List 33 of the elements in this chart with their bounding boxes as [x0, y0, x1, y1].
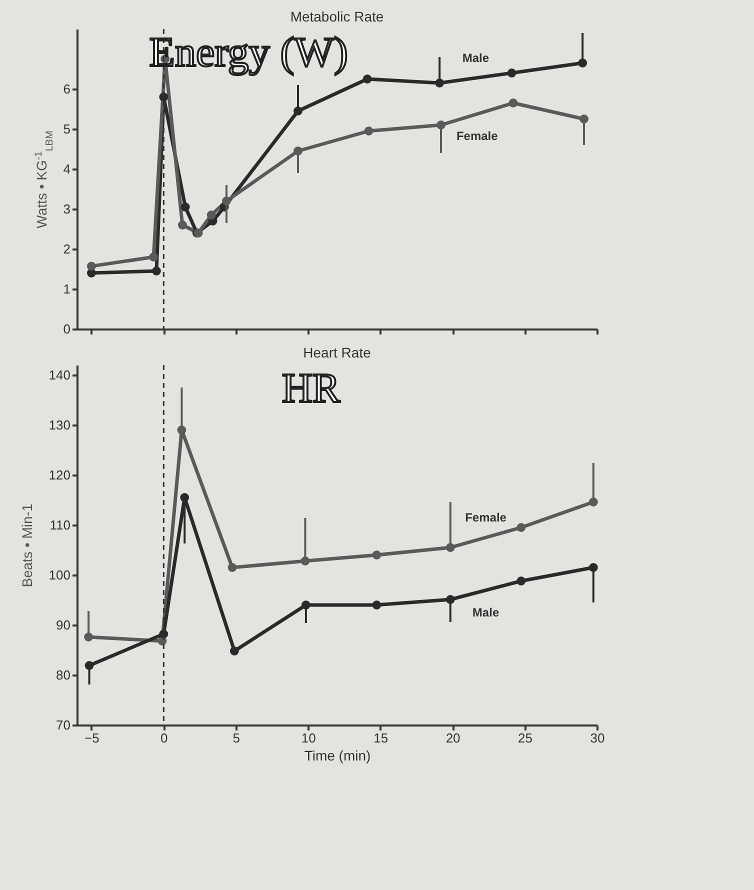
y-tick-label: 120 — [48, 468, 70, 482]
x-tick-label: 25 — [518, 730, 533, 746]
y-tick-label: 110 — [50, 518, 70, 532]
series-label: Male — [462, 51, 490, 65]
x-tick-label: 10 — [301, 730, 316, 746]
y-axis-title: Beats • Min-1 — [18, 504, 35, 588]
annotation: Energy (W) — [149, 30, 348, 76]
y-tick-label: 2 — [63, 242, 70, 256]
x-tick-label: 20 — [446, 730, 460, 746]
y-tick-label: 80 — [56, 668, 70, 682]
x-tick-label: 15 — [374, 730, 388, 746]
annotation: HR — [282, 366, 340, 412]
x-tick-label: −5 — [84, 730, 100, 746]
y-tick-label: 3 — [63, 202, 70, 216]
series-label: Female — [456, 129, 498, 143]
y-tick-label: 1 — [63, 282, 70, 296]
x-tick-label: 0 — [160, 730, 168, 746]
y-tick-label: 140 — [48, 368, 70, 382]
x-tick-label: 30 — [590, 730, 605, 746]
y-tick-label: 100 — [48, 568, 70, 582]
y-tick-label: 0 — [63, 322, 70, 336]
y-tick-label: 90 — [56, 618, 70, 632]
y-tick-label: 4 — [63, 162, 70, 176]
y-tick-label: 6 — [63, 82, 70, 96]
y-tick-label: 5 — [63, 122, 70, 136]
x-axis-title: Time (min) — [304, 748, 371, 764]
chart-title: Heart Rate — [303, 344, 372, 360]
series-label: Male — [472, 605, 500, 620]
series-label: Female — [465, 510, 507, 524]
y-tick-label: 130 — [48, 418, 70, 432]
y-tick-label: 70 — [56, 718, 70, 732]
chart-title: Metabolic Rate — [290, 8, 384, 24]
x-tick-label: 5 — [232, 730, 240, 746]
